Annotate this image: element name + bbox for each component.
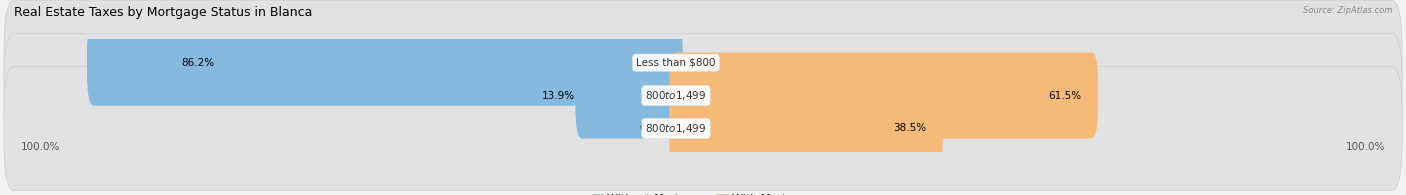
FancyBboxPatch shape xyxy=(4,66,1402,191)
Text: Source: ZipAtlas.com: Source: ZipAtlas.com xyxy=(1302,6,1392,15)
Legend: Without Mortgage, With Mortgage: Without Mortgage, With Mortgage xyxy=(588,190,818,195)
FancyBboxPatch shape xyxy=(669,85,943,171)
Text: $800 to $1,499: $800 to $1,499 xyxy=(645,122,707,135)
Text: 61.5%: 61.5% xyxy=(1047,90,1081,101)
Text: 0.0%: 0.0% xyxy=(640,123,666,133)
FancyBboxPatch shape xyxy=(4,33,1402,158)
Text: Less than $800: Less than $800 xyxy=(637,58,716,68)
Text: 38.5%: 38.5% xyxy=(893,123,927,133)
Text: 100.0%: 100.0% xyxy=(1346,142,1385,152)
Text: 86.2%: 86.2% xyxy=(181,58,214,68)
Text: 100.0%: 100.0% xyxy=(21,142,60,152)
FancyBboxPatch shape xyxy=(87,20,683,106)
Text: Real Estate Taxes by Mortgage Status in Blanca: Real Estate Taxes by Mortgage Status in … xyxy=(14,6,312,19)
FancyBboxPatch shape xyxy=(669,52,1098,139)
Text: 13.9%: 13.9% xyxy=(543,90,575,101)
Text: $800 to $1,499: $800 to $1,499 xyxy=(645,89,707,102)
FancyBboxPatch shape xyxy=(575,52,683,139)
FancyBboxPatch shape xyxy=(4,1,1402,125)
Text: 0.0%: 0.0% xyxy=(686,58,713,68)
